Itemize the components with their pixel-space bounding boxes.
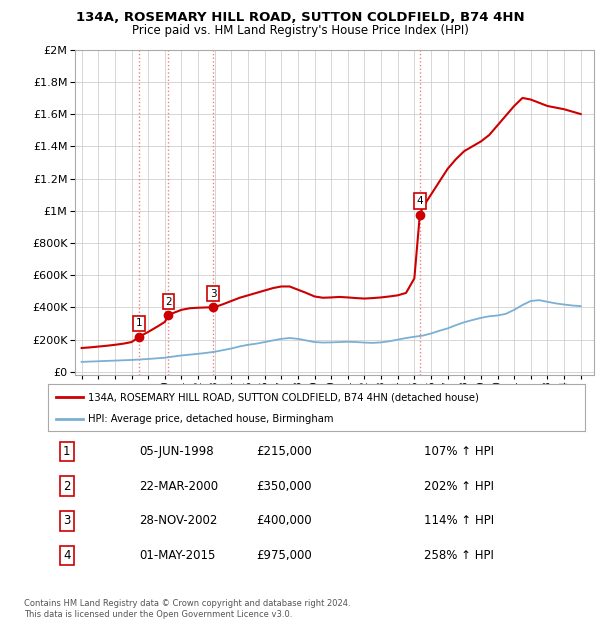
Text: 1: 1 — [63, 445, 71, 458]
Text: Price paid vs. HM Land Registry's House Price Index (HPI): Price paid vs. HM Land Registry's House … — [131, 24, 469, 37]
Text: 2: 2 — [63, 480, 71, 492]
Text: 3: 3 — [63, 515, 70, 527]
Text: 22-MAR-2000: 22-MAR-2000 — [139, 480, 218, 492]
Text: £400,000: £400,000 — [256, 515, 312, 527]
Text: 4: 4 — [416, 196, 423, 206]
Text: 3: 3 — [210, 288, 217, 299]
Text: 05-JUN-1998: 05-JUN-1998 — [139, 445, 214, 458]
Text: 01-MAY-2015: 01-MAY-2015 — [139, 549, 215, 562]
Text: £975,000: £975,000 — [256, 549, 312, 562]
Text: 134A, ROSEMARY HILL ROAD, SUTTON COLDFIELD, B74 4HN: 134A, ROSEMARY HILL ROAD, SUTTON COLDFIE… — [76, 11, 524, 24]
Text: HPI: Average price, detached house, Birmingham: HPI: Average price, detached house, Birm… — [88, 414, 334, 424]
Text: £215,000: £215,000 — [256, 445, 312, 458]
Text: 4: 4 — [63, 549, 71, 562]
Text: 107% ↑ HPI: 107% ↑ HPI — [424, 445, 494, 458]
Text: Contains HM Land Registry data © Crown copyright and database right 2024.
This d: Contains HM Land Registry data © Crown c… — [24, 600, 350, 619]
Text: 114% ↑ HPI: 114% ↑ HPI — [424, 515, 494, 527]
Text: 1: 1 — [136, 318, 142, 329]
Text: 134A, ROSEMARY HILL ROAD, SUTTON COLDFIELD, B74 4HN (detached house): 134A, ROSEMARY HILL ROAD, SUTTON COLDFIE… — [88, 392, 479, 402]
Text: 28-NOV-2002: 28-NOV-2002 — [139, 515, 218, 527]
Text: 2: 2 — [165, 296, 172, 307]
Text: 258% ↑ HPI: 258% ↑ HPI — [424, 549, 494, 562]
Text: £350,000: £350,000 — [257, 480, 312, 492]
Text: 202% ↑ HPI: 202% ↑ HPI — [424, 480, 494, 492]
